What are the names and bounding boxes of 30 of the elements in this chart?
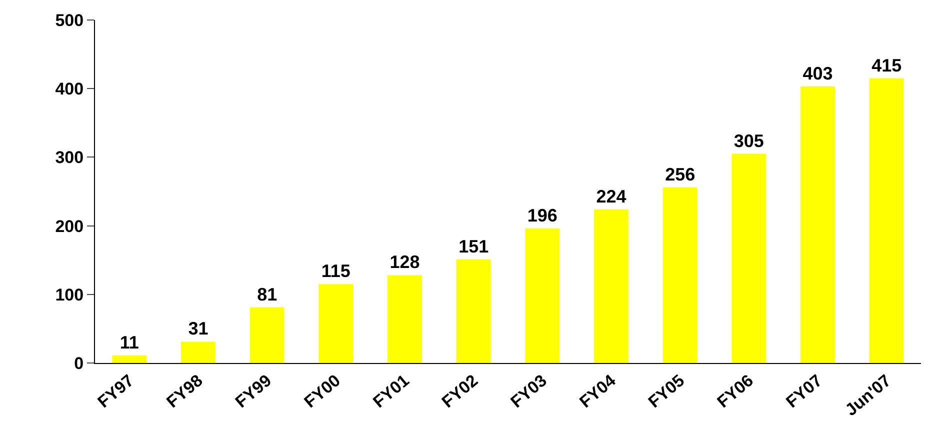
data-label: 224 [596, 186, 626, 206]
y-tick-label: 400 [55, 80, 84, 99]
bar [662, 187, 698, 363]
data-label: 115 [321, 261, 350, 282]
y-tick-label: 0 [74, 354, 84, 373]
data-label: 151 [458, 236, 489, 256]
bar [594, 209, 628, 363]
bar [181, 342, 216, 363]
bar [456, 259, 491, 363]
data-label: 81 [257, 284, 278, 304]
data-label: 128 [390, 252, 420, 272]
bar [732, 154, 766, 363]
bar [112, 355, 147, 363]
y-tick-label: 300 [55, 148, 84, 168]
data-label: 31 [188, 318, 208, 339]
bar [250, 307, 284, 363]
data-label: 403 [802, 64, 833, 84]
bar [318, 284, 354, 363]
bar [869, 78, 904, 363]
data-label: 196 [527, 206, 558, 226]
bar [525, 228, 560, 363]
y-tick-label: 100 [55, 285, 84, 304]
y-tick-label: 500 [55, 10, 84, 30]
bar [388, 275, 422, 363]
data-label: 305 [734, 130, 764, 151]
data-label: 11 [120, 332, 139, 352]
data-label: 415 [872, 55, 902, 76]
bar [800, 86, 835, 363]
data-label: 256 [665, 164, 696, 184]
y-tick-label: 200 [55, 216, 84, 236]
